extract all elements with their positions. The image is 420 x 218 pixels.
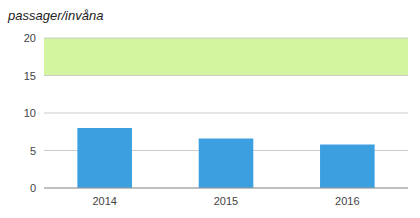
- grid-line: [44, 38, 408, 39]
- x-tick-label: 2015: [214, 195, 238, 207]
- y-tick-label: 0: [30, 182, 36, 194]
- grid-line: [44, 113, 408, 114]
- plot-area: [44, 38, 408, 76]
- band: [44, 38, 408, 76]
- y-tick-label: 20: [24, 32, 36, 44]
- bar: [77, 128, 132, 188]
- y-tick-label: 15: [24, 70, 36, 82]
- bars: [77, 128, 374, 188]
- bar: [320, 145, 375, 189]
- chart: 0 5 10 15 20 2014 2015 2016 passager/invåna: [0, 0, 420, 218]
- chart-container: 0 5 10 15 20 2014 2015 2016 passager/invåna: [0, 0, 420, 218]
- y-tick-label: 5: [30, 145, 36, 157]
- bar: [199, 139, 254, 189]
- y-tick-label: 10: [24, 107, 36, 119]
- title: passager/invåna: [7, 8, 103, 23]
- grid-line: [44, 75, 408, 76]
- x-axis-line: [44, 188, 408, 189]
- x-tick-label: 2016: [335, 195, 359, 207]
- grid-line: [44, 188, 408, 189]
- x-tick-label: 2014: [92, 195, 116, 207]
